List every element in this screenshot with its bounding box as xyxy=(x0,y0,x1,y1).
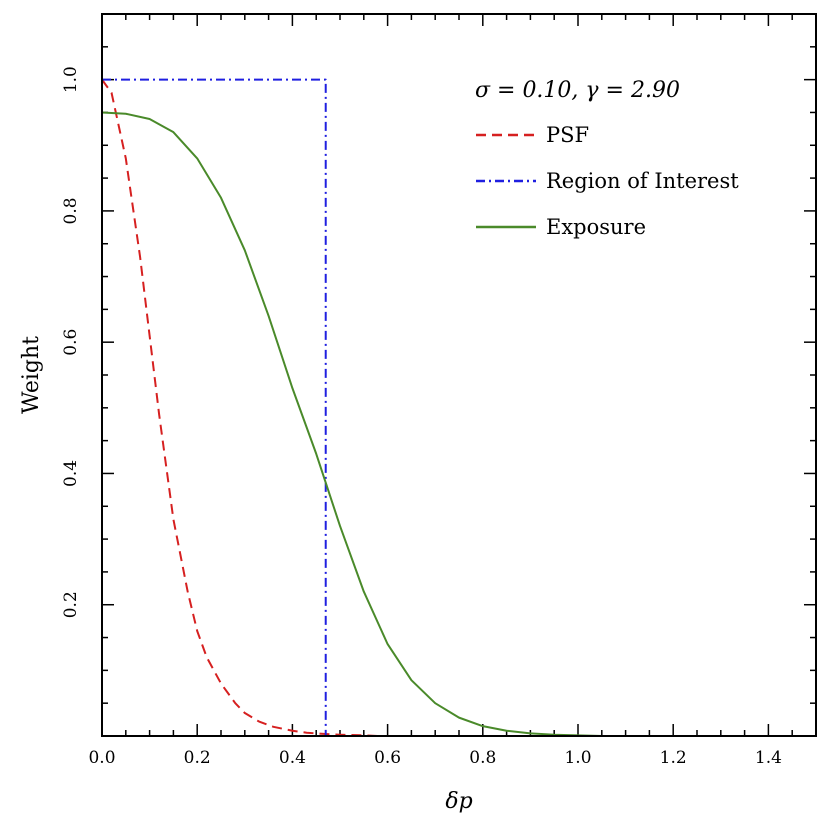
y-tick-label: 0.8 xyxy=(61,197,81,224)
axis-ticks xyxy=(101,13,817,737)
y-tick-label: 1.0 xyxy=(61,66,81,93)
legend-label: PSF xyxy=(546,123,589,147)
y-tick-label: 0.6 xyxy=(61,329,81,356)
legend-label: Region of Interest xyxy=(546,169,739,193)
tick-labels: 0.0 0.2 0.4 0.6 0.8 1.0 1.2 1.4 0.2 0.4 0.6 0.8 1.0 xyxy=(61,66,782,768)
legend-title: σ = 0.10, γ = 2.90 xyxy=(475,78,680,103)
y-tick-label: 0.2 xyxy=(61,591,81,618)
x-tick-label: 0.2 xyxy=(184,748,211,768)
x-tick-label: 0.4 xyxy=(279,748,306,768)
y-axis-label: Weight xyxy=(19,336,44,414)
plot-frame xyxy=(101,13,817,737)
x-tick-label: 1.4 xyxy=(755,748,782,768)
x-tick-label: 0.8 xyxy=(469,748,496,768)
series-line-exposure xyxy=(101,111,602,737)
x-tick-label: 1.0 xyxy=(564,748,591,768)
x-tick-label: 0.6 xyxy=(374,748,401,768)
x-tick-label: 1.2 xyxy=(660,748,687,768)
x-tick-label: 0.0 xyxy=(88,748,115,768)
plot-area xyxy=(101,78,602,737)
series-line-region-of-interest xyxy=(102,78,327,736)
legend-label: Exposure xyxy=(546,215,646,239)
legend: σ = 0.10, γ = 2.90 PSF Region of Interest… xyxy=(475,78,739,239)
x-axis-label: δp xyxy=(445,789,472,814)
y-tick-label: 0.4 xyxy=(61,460,81,487)
series-line-psf xyxy=(101,79,379,737)
legend-entries: PSF Region of Interest Exposure xyxy=(476,123,739,239)
